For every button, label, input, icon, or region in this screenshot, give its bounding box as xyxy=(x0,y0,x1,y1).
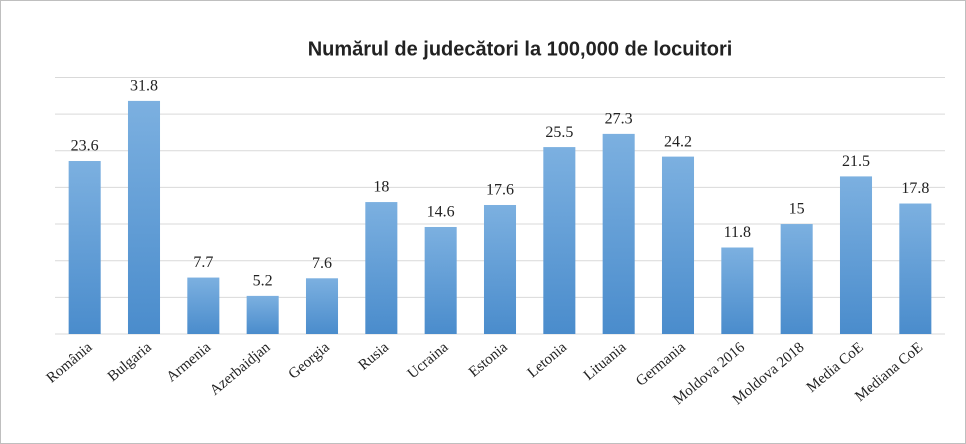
data-label: 31.8 xyxy=(130,78,158,95)
data-label: 7.6 xyxy=(312,255,332,272)
data-label: 25.5 xyxy=(545,124,573,141)
bar xyxy=(187,277,220,334)
data-label: 27.3 xyxy=(605,111,633,128)
bar xyxy=(365,202,398,334)
data-label: 18 xyxy=(373,179,389,196)
bar xyxy=(68,161,101,334)
bar xyxy=(127,100,161,334)
bar xyxy=(424,226,457,334)
bar xyxy=(305,278,339,334)
data-label: 23.6 xyxy=(71,138,99,155)
bar xyxy=(543,147,576,334)
data-label: 17.6 xyxy=(486,182,514,199)
bar xyxy=(483,204,517,334)
data-label: 15 xyxy=(789,201,805,218)
bar xyxy=(899,203,932,334)
bar xyxy=(721,247,754,334)
bar xyxy=(602,133,635,334)
data-label: 17.8 xyxy=(901,180,929,197)
chart-title: Numărul de judecători la 100,000 de locu… xyxy=(308,38,733,60)
data-label: 14.6 xyxy=(427,204,455,221)
data-label: 5.2 xyxy=(253,273,273,290)
bar xyxy=(839,176,873,334)
bar xyxy=(661,156,695,334)
data-label: 11.8 xyxy=(724,224,751,241)
data-label: 24.2 xyxy=(664,133,692,150)
data-label: 7.7 xyxy=(193,254,213,271)
bar xyxy=(246,295,279,334)
data-label: 21.5 xyxy=(842,153,870,170)
bar xyxy=(780,224,813,334)
